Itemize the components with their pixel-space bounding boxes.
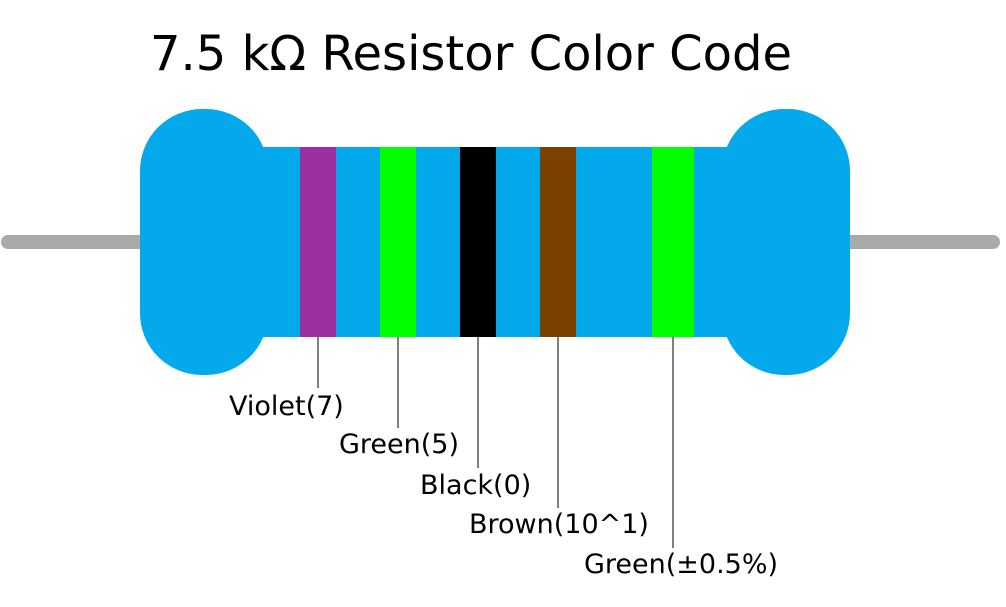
label-black: Black(0) <box>420 470 532 501</box>
band-brown <box>540 147 576 337</box>
band-black <box>460 147 496 337</box>
label-violet: Violet(7) <box>229 391 344 422</box>
label-brown: Brown(10^1) <box>469 509 649 540</box>
band-green-2 <box>652 147 694 337</box>
label-green-2: Green(±0.5%) <box>584 549 779 580</box>
band-violet <box>300 147 336 337</box>
label-green-1: Green(5) <box>339 429 460 460</box>
page-title: 7.5 kΩ Resistor Color Code <box>150 26 793 82</box>
band-green-1 <box>380 147 416 337</box>
